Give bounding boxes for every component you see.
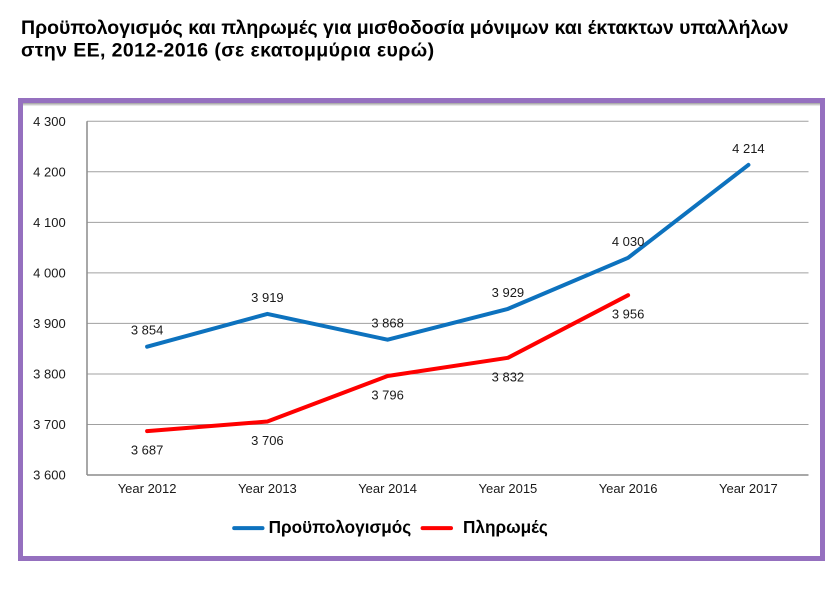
svg-text:Year 2014: Year 2014	[358, 481, 417, 496]
svg-text:3 700: 3 700	[33, 417, 66, 432]
svg-text:3 687: 3 687	[131, 443, 164, 458]
svg-text:Year 2013: Year 2013	[238, 481, 297, 496]
svg-text:3 900: 3 900	[33, 316, 66, 331]
svg-text:Πληρωμές: Πληρωμές	[463, 517, 548, 537]
svg-text:3 929: 3 929	[492, 285, 525, 300]
svg-text:Προϋπολογισμός και πληρωμές γι: Προϋπολογισμός και πληρωμές για μισθοδοσ…	[21, 17, 788, 39]
svg-text:3 956: 3 956	[612, 307, 645, 322]
svg-text:3 868: 3 868	[371, 316, 404, 331]
svg-text:3 854: 3 854	[131, 323, 164, 338]
svg-text:3 832: 3 832	[492, 369, 525, 384]
svg-text:Year 2016: Year 2016	[599, 481, 658, 496]
svg-text:4 030: 4 030	[612, 234, 645, 249]
svg-text:4 200: 4 200	[33, 164, 66, 179]
svg-text:3 600: 3 600	[33, 468, 66, 483]
svg-text:3 919: 3 919	[251, 290, 284, 305]
svg-text:Προϋπολογισμός: Προϋπολογισμός	[269, 517, 412, 537]
svg-text:4 100: 4 100	[33, 215, 66, 230]
svg-text:4 300: 4 300	[33, 114, 66, 129]
svg-text:3 800: 3 800	[33, 367, 66, 382]
svg-text:4 214: 4 214	[732, 141, 765, 156]
svg-text:Year 2012: Year 2012	[118, 481, 177, 496]
svg-text:4 000: 4 000	[33, 265, 66, 280]
svg-text:στην ΕΕ, 2012-2016 (σε εκατομμ: στην ΕΕ, 2012-2016 (σε εκατομμύρια ευρώ)	[21, 40, 435, 62]
svg-text:3 796: 3 796	[371, 388, 404, 403]
svg-text:Year 2015: Year 2015	[478, 481, 537, 496]
svg-text:3 706: 3 706	[251, 433, 284, 448]
svg-text:Year 2017: Year 2017	[719, 481, 778, 496]
